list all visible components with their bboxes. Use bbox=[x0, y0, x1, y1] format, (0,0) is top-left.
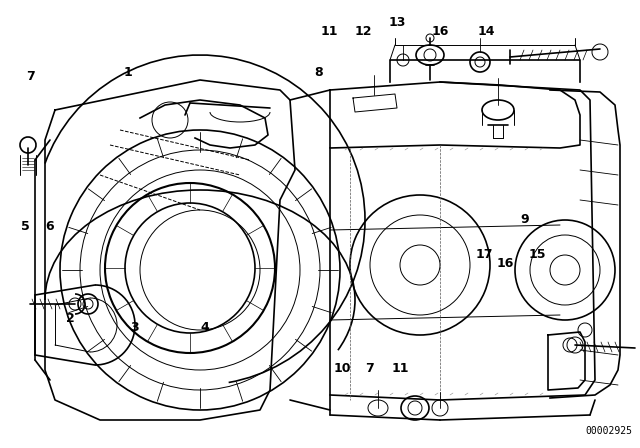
Text: 12: 12 bbox=[355, 25, 372, 38]
Text: 8: 8 bbox=[314, 66, 323, 79]
Text: 7: 7 bbox=[26, 69, 35, 83]
Text: 11: 11 bbox=[320, 25, 338, 38]
Text: 9: 9 bbox=[520, 213, 529, 226]
Text: 3: 3 bbox=[130, 320, 139, 334]
Text: 4: 4 bbox=[200, 321, 209, 335]
Text: 7: 7 bbox=[365, 362, 374, 375]
Text: 1: 1 bbox=[124, 66, 132, 79]
Text: 6: 6 bbox=[45, 220, 54, 233]
Text: 16: 16 bbox=[497, 257, 515, 270]
Text: 11: 11 bbox=[391, 362, 409, 375]
Text: 5: 5 bbox=[21, 220, 30, 233]
Text: 2: 2 bbox=[66, 311, 75, 325]
Text: 17: 17 bbox=[476, 248, 493, 261]
Text: 14: 14 bbox=[477, 25, 495, 38]
Text: 16: 16 bbox=[431, 25, 449, 38]
Text: 00002925: 00002925 bbox=[585, 426, 632, 436]
Text: 15: 15 bbox=[529, 248, 547, 261]
Text: 10: 10 bbox=[333, 362, 351, 375]
Text: 13: 13 bbox=[388, 16, 406, 29]
